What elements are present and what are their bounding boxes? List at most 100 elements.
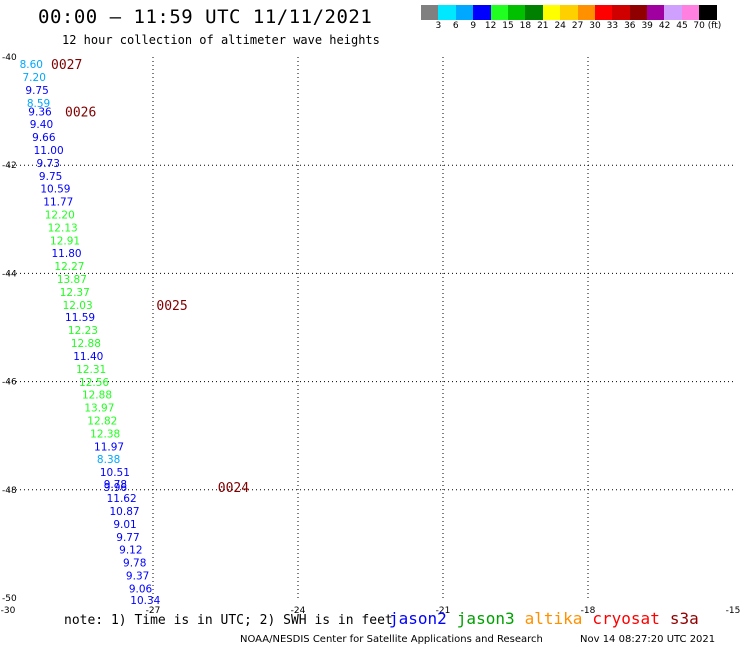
wave-height-value: 8.38 [97, 454, 120, 466]
wave-height-value: 12.27 [54, 261, 84, 273]
color-scale-legend [421, 5, 717, 20]
wave-height-value: 10.87 [110, 506, 140, 518]
legend-label: 42 [658, 21, 671, 31]
footer-credit: NOAA/NESDIS Center for Satellite Applica… [240, 634, 543, 645]
legend-label: 12 [484, 21, 497, 31]
wave-height-value: 10.51 [100, 467, 130, 479]
legend-label: 30 [589, 21, 601, 31]
lon-tick-label: -24 [291, 606, 306, 616]
wave-height-value: 9.66 [32, 132, 56, 144]
wave-height-value: 9.78 [123, 557, 146, 569]
satellite-label: jason2 [389, 609, 447, 628]
wave-height-value: 12.38 [90, 429, 120, 441]
wave-height-value: 12.13 [48, 222, 78, 234]
wave-height-value: 11.40 [73, 351, 103, 363]
legend-label: 9 [470, 21, 477, 31]
legend-label: 3 [435, 21, 442, 31]
legend-swatch [473, 5, 491, 20]
chart-title: 00:00 – 11:59 UTC 11/11/2021 [38, 6, 373, 28]
legend-swatch [577, 5, 595, 20]
wave-height-value: 12.88 [71, 338, 101, 350]
lat-tick-label: -48 [2, 486, 17, 496]
wave-height-value: 12.37 [60, 287, 90, 299]
time-mark-label: 0026 [65, 106, 96, 121]
satellite-label: cryosat [592, 609, 660, 628]
time-mark-label: 0025 [156, 299, 187, 314]
wave-height-value: 9.06 [129, 583, 153, 595]
lon-tick-label: -21 [436, 606, 451, 616]
wave-height-value: 11.97 [94, 442, 124, 454]
lon-tick-label: -15 [726, 606, 740, 616]
lon-tick-label: -27 [146, 606, 161, 616]
wave-height-value: 12.03 [63, 300, 93, 312]
time-marks: 0027 0026 0025 0024 [51, 58, 249, 496]
legend-swatch [612, 5, 630, 20]
wave-height-value: 11.77 [43, 196, 73, 208]
wave-height-value: 8.60 [20, 59, 43, 71]
legend-swatch [421, 5, 439, 20]
wave-height-labels: 8.607.209.758.599.369.409.6611.009.739.7… [20, 59, 161, 607]
footnote: note: 1) Time is in UTC; 2) SWH is in fe… [64, 613, 393, 628]
legend-label: 45 [676, 21, 688, 31]
legend-swatch [455, 5, 474, 20]
wave-height-value: 10.59 [40, 183, 70, 195]
wave-height-value: 10.34 [130, 595, 160, 607]
wave-height-value: 9.40 [30, 119, 53, 131]
wave-height-value: 12.82 [87, 416, 117, 428]
color-scale-labels: 3 6 9 12 15 18 21 24 27 30 33 36 39 42 45 70 (ft) [421, 21, 740, 33]
lon-tick-label: -30 [1, 606, 16, 616]
legend-swatch [647, 5, 665, 20]
chart-subtitle: 12 hour collection of altimeter wave hei… [62, 33, 380, 47]
wave-height-value: 9.78 [104, 479, 127, 491]
wave-height-value: 11.59 [65, 312, 95, 324]
legend-label: 21 [537, 21, 549, 31]
legend-swatch [594, 5, 613, 20]
wave-height-value: 9.01 [113, 519, 136, 531]
legend-label: 15 [502, 21, 514, 31]
legend-label: 36 [624, 21, 636, 31]
legend-label: 18 [519, 21, 532, 31]
satellite-legend: jason2 jason3 altika cryosat s3a [389, 609, 709, 628]
wave-height-value: 12.91 [50, 235, 80, 247]
lat-tick-label: -40 [2, 53, 17, 63]
wave-height-value: 11.00 [34, 145, 64, 157]
wave-height-value: 11.80 [52, 248, 82, 260]
satellite-label: jason3 [456, 609, 515, 628]
lat-tick-label: -42 [2, 161, 17, 171]
wave-height-value: 9.75 [25, 85, 48, 97]
legend-label: 6 [452, 21, 459, 31]
wave-height-value: 8.59 [27, 98, 50, 110]
lat-tick-label: -50 [2, 594, 17, 604]
legend-swatch [490, 5, 508, 20]
legend-swatch [438, 5, 456, 20]
legend-swatch [664, 5, 682, 20]
legend-swatch [681, 5, 700, 20]
legend-swatch [629, 5, 648, 20]
wave-height-value: 9.96 [104, 482, 128, 494]
legend-label: 70 (ft) [693, 21, 722, 31]
time-mark-label: 0024 [218, 481, 249, 496]
legend-swatch [507, 5, 526, 20]
wave-height-value: 13.97 [84, 403, 114, 415]
satellite-label: altika [524, 609, 583, 628]
wave-height-value: 9.37 [126, 570, 149, 582]
legend-label: 24 [554, 21, 566, 31]
time-mark-label: 0027 [51, 58, 82, 73]
wave-height-value: 12.23 [68, 325, 98, 337]
wave-height-value: 9.12 [119, 544, 142, 556]
legend-label: 39 [641, 21, 653, 31]
axis-tick-labels: -30 -27 -24 -21 -18 -15 -40 -42 -44 -46 -48 -50 [1, 53, 740, 616]
wave-height-value: 9.73 [37, 158, 60, 170]
legend-swatch [699, 5, 717, 20]
wave-height-value: 13.87 [57, 274, 87, 286]
legend-label: 33 [606, 21, 619, 31]
legend-label: 27 [571, 21, 584, 31]
satellite-label: s3a [669, 609, 699, 628]
wave-height-value: 9.36 [28, 107, 52, 119]
legend-swatch [525, 5, 543, 20]
legend-swatch [560, 5, 578, 20]
wave-height-value: 12.88 [82, 390, 112, 402]
wave-height-value: 9.75 [39, 171, 62, 183]
lat-tick-label: -44 [2, 269, 17, 279]
